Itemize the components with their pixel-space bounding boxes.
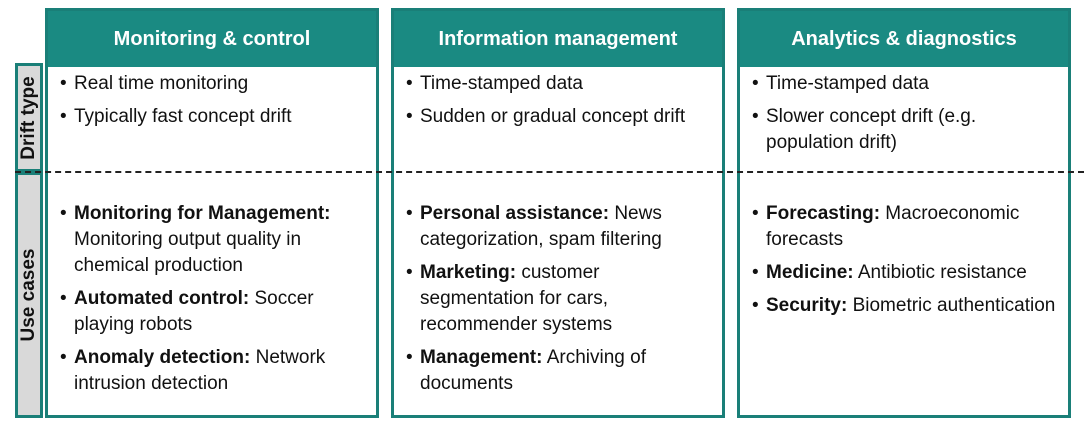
column-monitoring-control: Monitoring & control Real time monitorin… — [45, 8, 379, 418]
drift-type-label: Drift type — [18, 75, 39, 160]
drift-type-list: Real time monitoring Typically fast conc… — [60, 71, 370, 137]
list-item: Medicine: Antibiotic resistance — [752, 260, 1062, 286]
use-cases-list: Personal assistance: News categorization… — [406, 201, 716, 404]
list-item: Forecasting: Macroeconomic forecasts — [752, 201, 1062, 253]
list-item: Time-stamped data — [406, 71, 716, 97]
list-item: Slower concept drift (e.g. population dr… — [752, 104, 1062, 156]
list-item: Automated control: Soccer playing robots — [60, 286, 370, 338]
list-item: Time-stamped data — [752, 71, 1062, 97]
use-cases-label: Use cases — [18, 248, 39, 342]
list-item: Typically fast concept drift — [60, 104, 370, 130]
list-item: Sudden or gradual concept drift — [406, 104, 716, 130]
list-item: Real time monitoring — [60, 71, 370, 97]
list-item: Monitoring for Management: Monitoring ou… — [60, 201, 370, 279]
drift-type-list: Time-stamped data Slower concept drift (… — [752, 71, 1062, 163]
column-header: Information management — [394, 11, 722, 67]
list-item: Personal assistance: News categorization… — [406, 201, 716, 253]
use-cases-list: Monitoring for Management: Monitoring ou… — [60, 201, 370, 404]
drift-type-label-box: Drift type — [15, 63, 43, 172]
list-item: Marketing: customer segmentation for car… — [406, 260, 716, 338]
use-cases-label-box: Use cases — [15, 172, 43, 418]
column-header: Analytics & diagnostics — [740, 11, 1068, 67]
row-divider — [15, 171, 1084, 173]
drift-type-list: Time-stamped data Sudden or gradual conc… — [406, 71, 716, 137]
list-item: Security: Biometric authentication — [752, 293, 1062, 319]
list-item: Management: Archiving of documents — [406, 345, 716, 397]
column-header: Monitoring & control — [48, 11, 376, 67]
list-item: Anomaly detection: Network intrusion det… — [60, 345, 370, 397]
column-analytics-diagnostics: Analytics & diagnostics Time-stamped dat… — [737, 8, 1071, 418]
column-information-management: Information management Time-stamped data… — [391, 8, 725, 418]
use-cases-list: Forecasting: Macroeconomic forecasts Med… — [752, 201, 1062, 326]
